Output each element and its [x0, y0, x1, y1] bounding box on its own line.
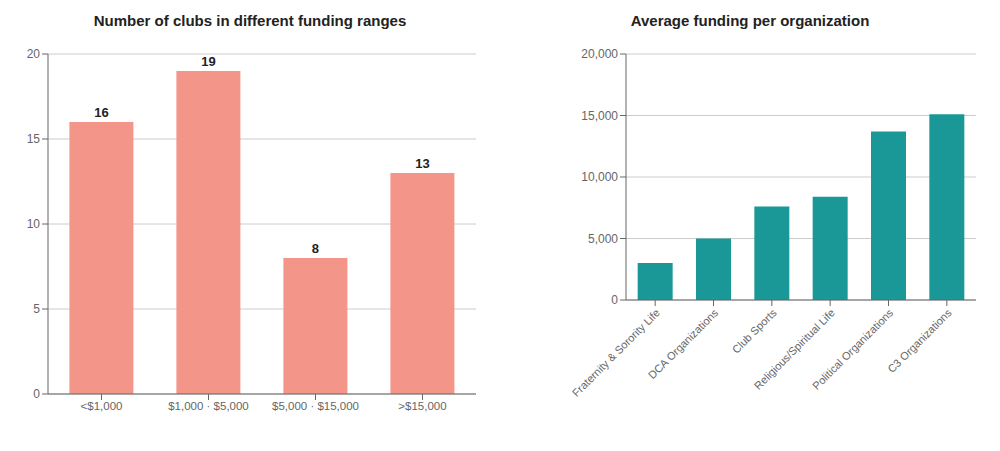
svg-text:Political Organizations: Political Organizations — [810, 306, 896, 392]
svg-text:19: 19 — [201, 54, 215, 69]
svg-text:13: 13 — [415, 156, 429, 171]
svg-text:<$1,000: <$1,000 — [81, 400, 123, 412]
svg-text:15,000: 15,000 — [581, 109, 618, 123]
svg-text:8: 8 — [312, 241, 319, 256]
svg-text:$5,000 · $15,000: $5,000 · $15,000 — [272, 400, 359, 412]
svg-text:15: 15 — [27, 132, 41, 146]
svg-text:10,000: 10,000 — [581, 170, 618, 184]
html-text:Number of clubs in different f: Number of clubs in different funding ran… — [93, 12, 407, 29]
svg-text:5: 5 — [33, 302, 40, 316]
svg-text:0: 0 — [33, 387, 40, 401]
svg-text:Fraternity & Sorority Life: Fraternity & Sorority Life — [570, 306, 662, 398]
svg-text:5,000: 5,000 — [588, 232, 618, 246]
svg-text:Religious/Spiritual Life: Religious/Spiritual Life — [751, 306, 838, 392]
svg-text:C3 Organizations: C3 Organizations — [885, 306, 954, 375]
svg-text:20: 20 — [27, 47, 41, 61]
html-text:Average funding per organizati: Average funding per organization — [630, 12, 870, 29]
svg-text:20,000: 20,000 — [581, 47, 618, 61]
svg-text:$1,000 · $5,000: $1,000 · $5,000 — [168, 400, 249, 412]
svg-text:0: 0 — [611, 293, 618, 307]
svg-text:DCA Organizations: DCA Organizations — [646, 306, 721, 381]
svg-text:16: 16 — [94, 105, 108, 120]
svg-text:10: 10 — [27, 217, 41, 231]
svg-text:Club Sports: Club Sports — [730, 306, 779, 355]
svg-text:>$15,000: >$15,000 — [398, 400, 446, 412]
